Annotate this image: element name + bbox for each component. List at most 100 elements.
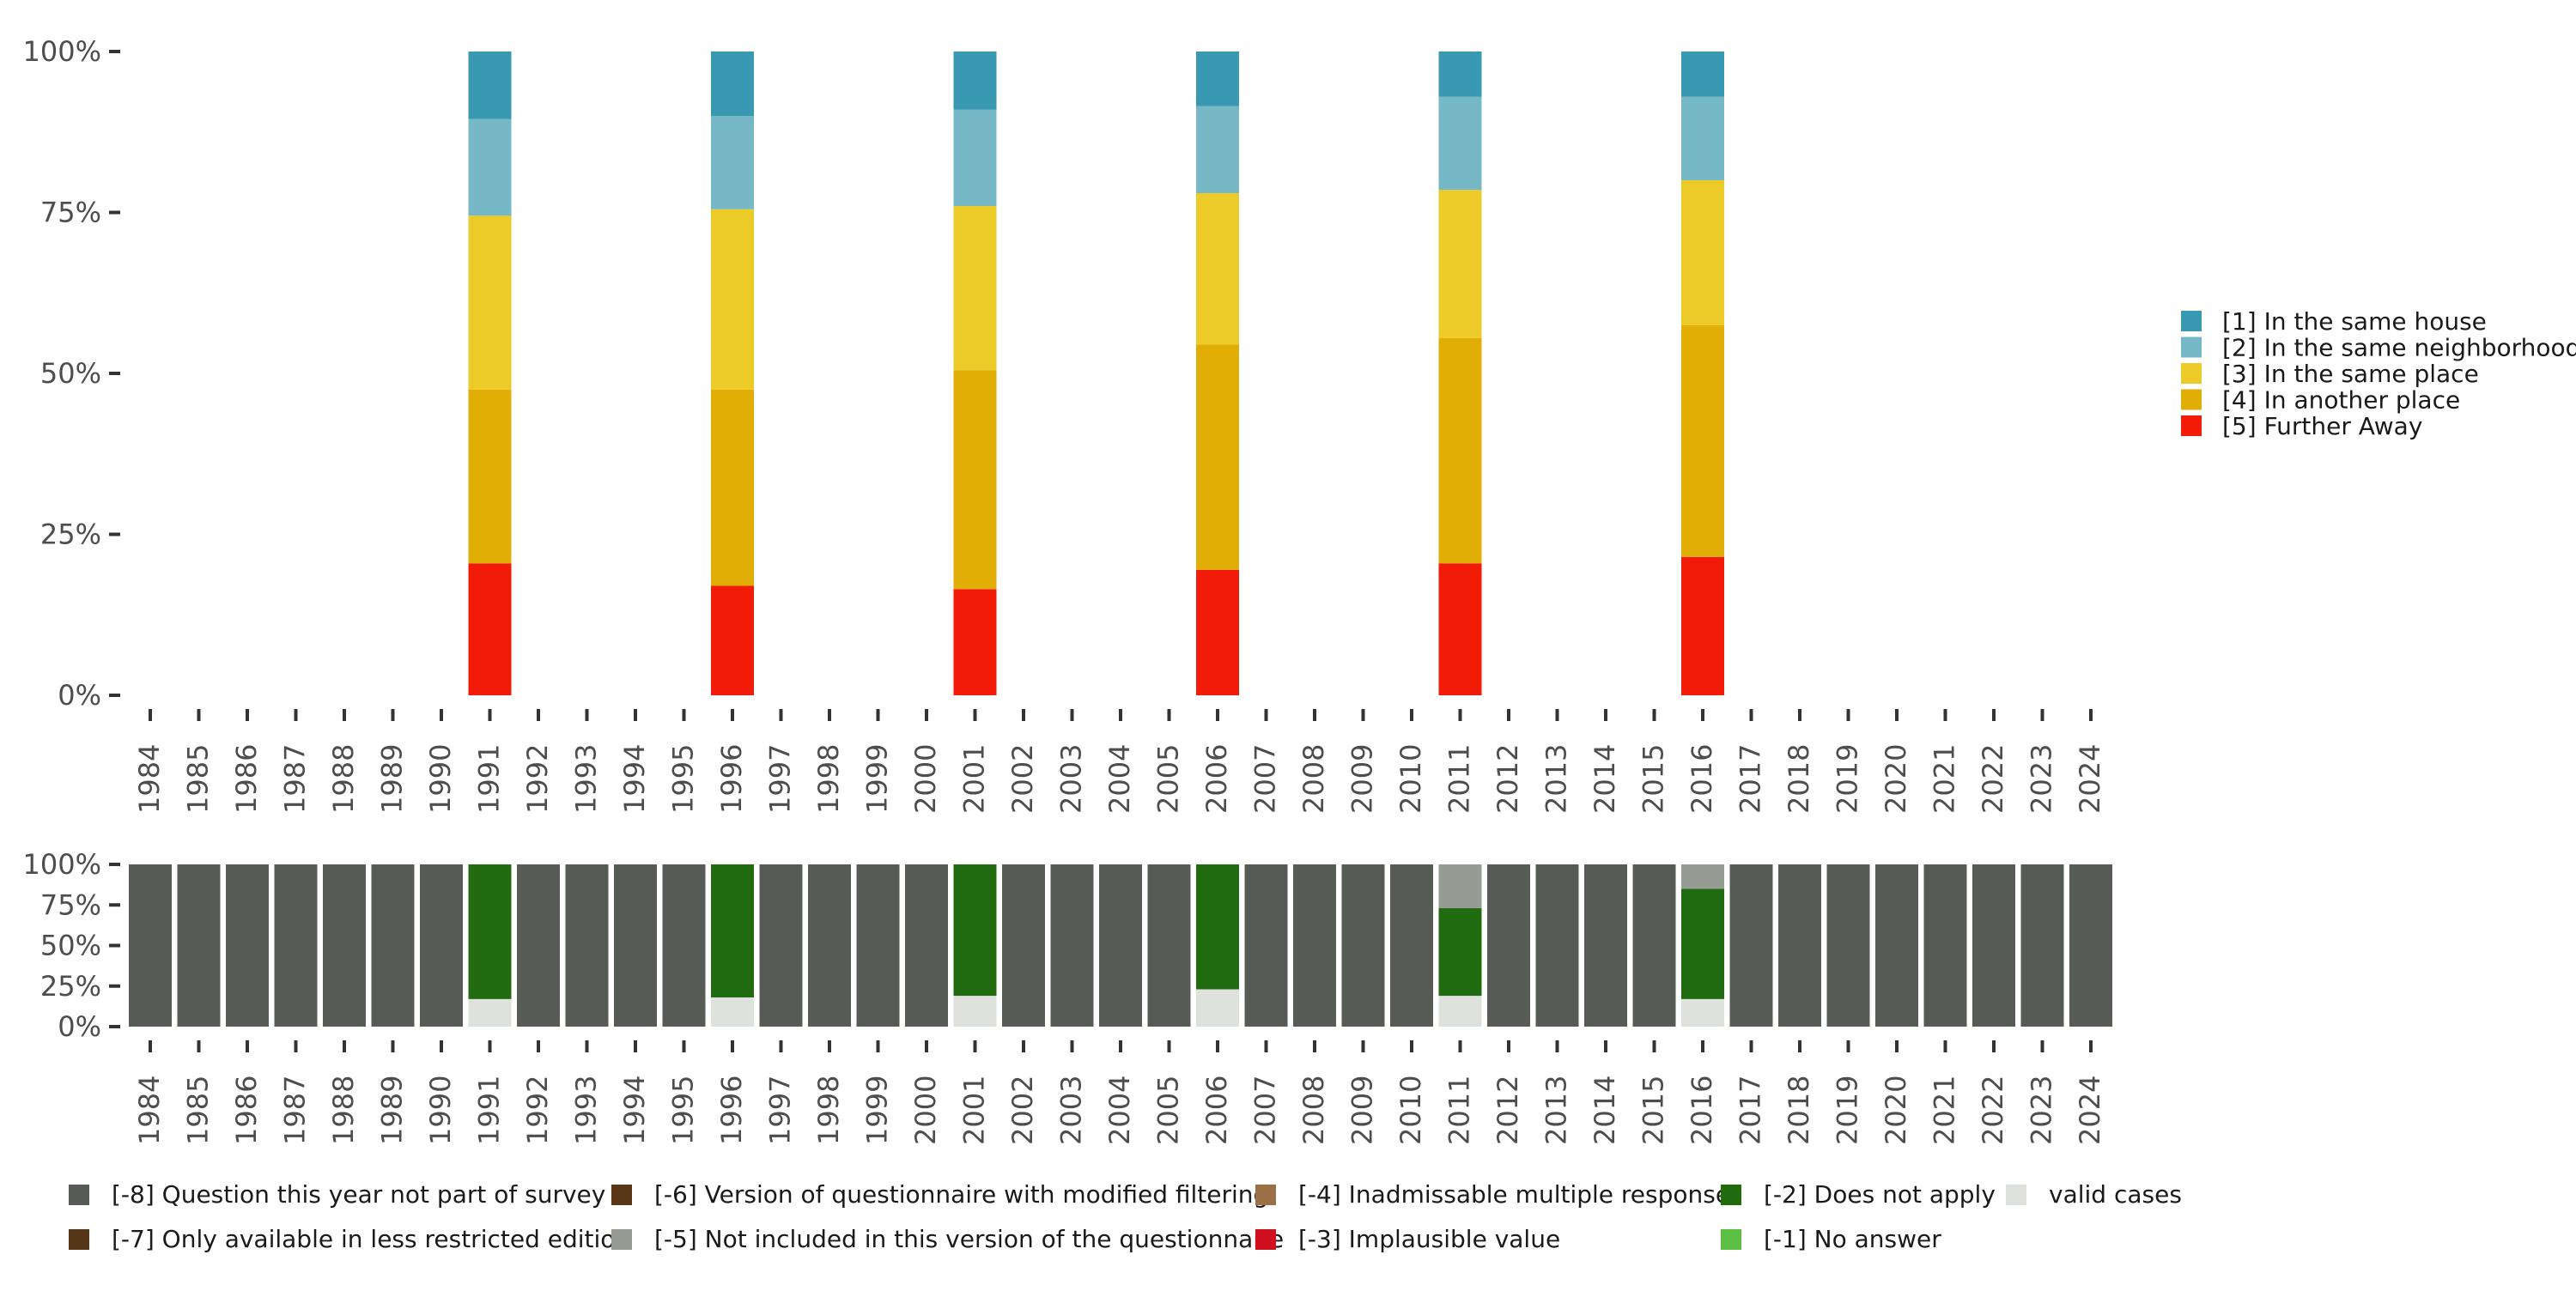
chart1-x-tick-label: 2006 <box>1200 1076 1233 1145</box>
chart1-x-tick-label: 2021 <box>1929 1076 1961 1145</box>
chart0-x-tick-label: 2014 <box>1589 744 1621 814</box>
chart1-bar-segment <box>1438 908 1482 997</box>
chart0-bar-segment <box>1196 106 1239 193</box>
chart0-x-tick-label: 1990 <box>424 744 457 814</box>
chart0-y-tick-label: 0% <box>58 679 101 712</box>
chart1-y-tick-label: 100% <box>23 848 101 881</box>
chart1-bar-segment <box>468 998 512 1027</box>
chart1-x-tick-label: 2015 <box>1637 1076 1670 1145</box>
chart1-bar-segment <box>1584 864 1627 1027</box>
chart0-x-tick-label: 1996 <box>715 744 748 814</box>
chart1-bar-segment <box>953 864 997 997</box>
chart0-legend-label: [1] In the same house <box>2222 307 2487 336</box>
chart1-x-tick-label: 1991 <box>473 1076 506 1145</box>
chart1-x-tick-label: 2011 <box>1443 1076 1476 1145</box>
chart1-bar-segment <box>711 997 754 1027</box>
chart0-bar-segment <box>1438 96 1482 191</box>
chart0-bar-segment <box>1438 337 1482 564</box>
chart0-x-tick-label: 1985 <box>182 744 215 814</box>
chart1-legend-label: [-2] Does not apply <box>1764 1180 1996 1209</box>
chart1-bar-segment <box>614 864 657 1027</box>
chart0-bar-segment <box>1681 556 1724 695</box>
chart0-x-tick-label: 2006 <box>1200 744 1233 814</box>
chart1-x-tick-label: 2004 <box>1103 1076 1136 1145</box>
chart0-x-tick-label: 2015 <box>1637 744 1670 814</box>
chart1-x-tick-label: 1988 <box>327 1076 360 1145</box>
chart1-legend-label: [-6] Version of questionnaire with modif… <box>654 1180 1268 1209</box>
chart0-bar-segment <box>468 118 512 216</box>
chart0-bar-segment <box>953 52 997 110</box>
chart1-x-tick-label: 2024 <box>2074 1076 2106 1145</box>
chart1-x-tick-label: 2003 <box>1055 1076 1088 1145</box>
chart1-bar-segment <box>2069 864 2112 1027</box>
chart0-x-tick-label: 1994 <box>618 744 651 814</box>
chart1-legend-label: [-1] No answer <box>1764 1225 1941 1253</box>
chart0-bar-segment <box>711 52 754 116</box>
chart1-x-tick-label: 2007 <box>1249 1076 1282 1145</box>
chart1-x-tick-label: 2022 <box>1977 1076 2009 1145</box>
chart0-y-tick-label: 50% <box>40 357 101 390</box>
chart0-x-tick-label: 1987 <box>279 744 312 814</box>
chart0-x-tick-label: 2003 <box>1055 744 1088 814</box>
chart1-x-tick-label: 1997 <box>764 1076 797 1145</box>
chart1-bar-segment <box>2020 864 2064 1027</box>
chart0-x-tick-label: 2002 <box>1006 744 1039 814</box>
chart0-x-tick-label: 2016 <box>1686 744 1718 814</box>
chart1-x-tick-label: 2012 <box>1492 1076 1524 1145</box>
chart0-x-tick-label: 1988 <box>327 744 360 814</box>
chart0-x-tick-label: 2020 <box>1880 744 1912 814</box>
chart0-bar-segment <box>953 109 997 206</box>
chart1-x-tick-label: 1995 <box>667 1076 700 1145</box>
chart0-x-tick-label: 1993 <box>570 744 603 814</box>
chart1-x-tick-label: 2018 <box>1783 1076 1815 1145</box>
chart1-bar-segment <box>856 864 900 1027</box>
chart0-x-tick-label: 2009 <box>1346 744 1379 814</box>
chart1-x-tick-label: 2017 <box>1735 1076 1767 1145</box>
chart1-legend-swatch <box>69 1185 89 1205</box>
chart0-x-tick-label: 2010 <box>1394 744 1427 814</box>
chart1-bar-segment <box>1293 864 1336 1027</box>
chart0-x-tick-label: 2005 <box>1152 744 1185 814</box>
chart1-bar-segment <box>662 864 706 1027</box>
chart0-x-tick-label: 1997 <box>764 744 797 814</box>
chart1-x-tick-label: 2016 <box>1686 1076 1718 1145</box>
chart0-bar-segment <box>468 215 512 390</box>
chart0-bar-segment <box>1438 563 1482 695</box>
chart1-bar-segment <box>1438 996 1482 1027</box>
chart0-x-tick-label: 2013 <box>1540 744 1573 814</box>
chart1-bar-segment <box>1147 864 1191 1027</box>
chart1-x-tick-label: 2009 <box>1346 1076 1379 1145</box>
chart1-bar-segment <box>420 864 463 1027</box>
chart0-x-tick-label: 1984 <box>133 744 166 814</box>
chart0-legend-label: [3] In the same place <box>2222 360 2479 388</box>
chart1-bar-segment <box>1923 864 1967 1027</box>
chart1-bar-segment <box>1099 864 1142 1027</box>
chart0-y-tick-label: 25% <box>40 518 101 551</box>
chart1-bar-segment <box>953 996 997 1027</box>
chart1-bar-segment <box>1535 864 1579 1027</box>
chart0-bar-segment <box>1681 96 1724 180</box>
chart0-x-tick-label: 2018 <box>1783 744 1815 814</box>
chart0-x-tick-label: 2011 <box>1443 744 1476 814</box>
chart0-bar-segment <box>953 370 997 590</box>
chart0-bar-segment <box>1438 190 1482 338</box>
chart0-x-tick-label: 2017 <box>1735 744 1767 814</box>
chart1-x-tick-label: 1994 <box>618 1076 651 1145</box>
chart1-legend-swatch <box>611 1185 632 1205</box>
chart1-legend-swatch <box>1721 1185 1741 1205</box>
chart0-legend-label: [5] Further Away <box>2222 412 2422 440</box>
chart0-bar-segment <box>468 52 512 119</box>
chart1-x-tick-label: 1990 <box>424 1076 457 1145</box>
chart1-bar-segment <box>1487 864 1530 1027</box>
chart1-bar-segment <box>1729 864 1773 1027</box>
chart0-bar-segment <box>1196 52 1239 106</box>
chart1-bar-segment <box>1341 864 1385 1027</box>
chart0-bar-segment <box>468 389 512 564</box>
chart0-bar-segment <box>953 206 997 371</box>
chart1-x-tick-label: 1984 <box>133 1076 166 1145</box>
chart1-legend-label: valid cases <box>2049 1180 2182 1209</box>
chart1-bar-segment <box>1050 864 1094 1027</box>
chart1-y-tick-label: 0% <box>58 1010 101 1043</box>
chart1-bar-segment <box>759 864 803 1027</box>
